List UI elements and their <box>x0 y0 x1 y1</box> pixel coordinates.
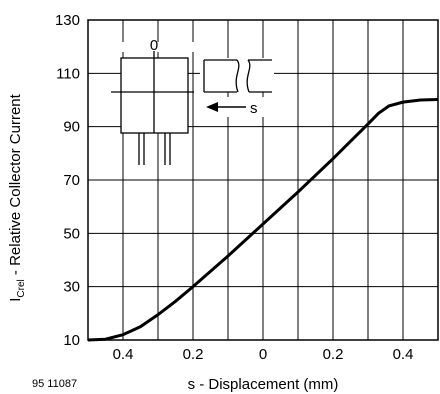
inset-zero-label: 0 <box>150 37 158 54</box>
y-tick-label: 110 <box>56 65 80 82</box>
arrow-head-icon <box>206 102 218 112</box>
plot-frame <box>87 19 439 341</box>
sensor-inset-diagram: 0 s <box>104 37 274 165</box>
break-marks <box>235 59 251 93</box>
y-tick-label: 130 <box>55 12 80 29</box>
reflector-object <box>203 59 237 93</box>
y-tick-label: 30 <box>63 279 80 296</box>
y-tick-label: 10 <box>63 332 80 349</box>
x-axis-label: s - Displacement (mm) <box>188 376 339 393</box>
figure-id: 95 11087 <box>32 378 77 390</box>
x-tick-label: 0.4 <box>113 346 134 363</box>
x-tick-labels: 0.4 0.2 0 0.2 0.4 <box>113 346 414 363</box>
x-tick-label: 0.2 <box>323 346 344 363</box>
x-tick-label: 0.2 <box>183 346 204 363</box>
y-tick-labels: 10 30 50 70 90 110 130 <box>55 12 80 349</box>
x-tick-label: 0 <box>259 346 267 363</box>
x-tick-label: 0.4 <box>393 346 414 363</box>
relative-collector-current-curve <box>87 97 439 342</box>
y-axis-label: ICrel - Relative Collector Current <box>7 93 27 301</box>
inset-arrow-label: s <box>250 100 258 117</box>
y-tick-label: 90 <box>63 119 80 136</box>
y-tick-label: 50 <box>63 225 80 242</box>
y-tick-label: 70 <box>63 172 80 189</box>
